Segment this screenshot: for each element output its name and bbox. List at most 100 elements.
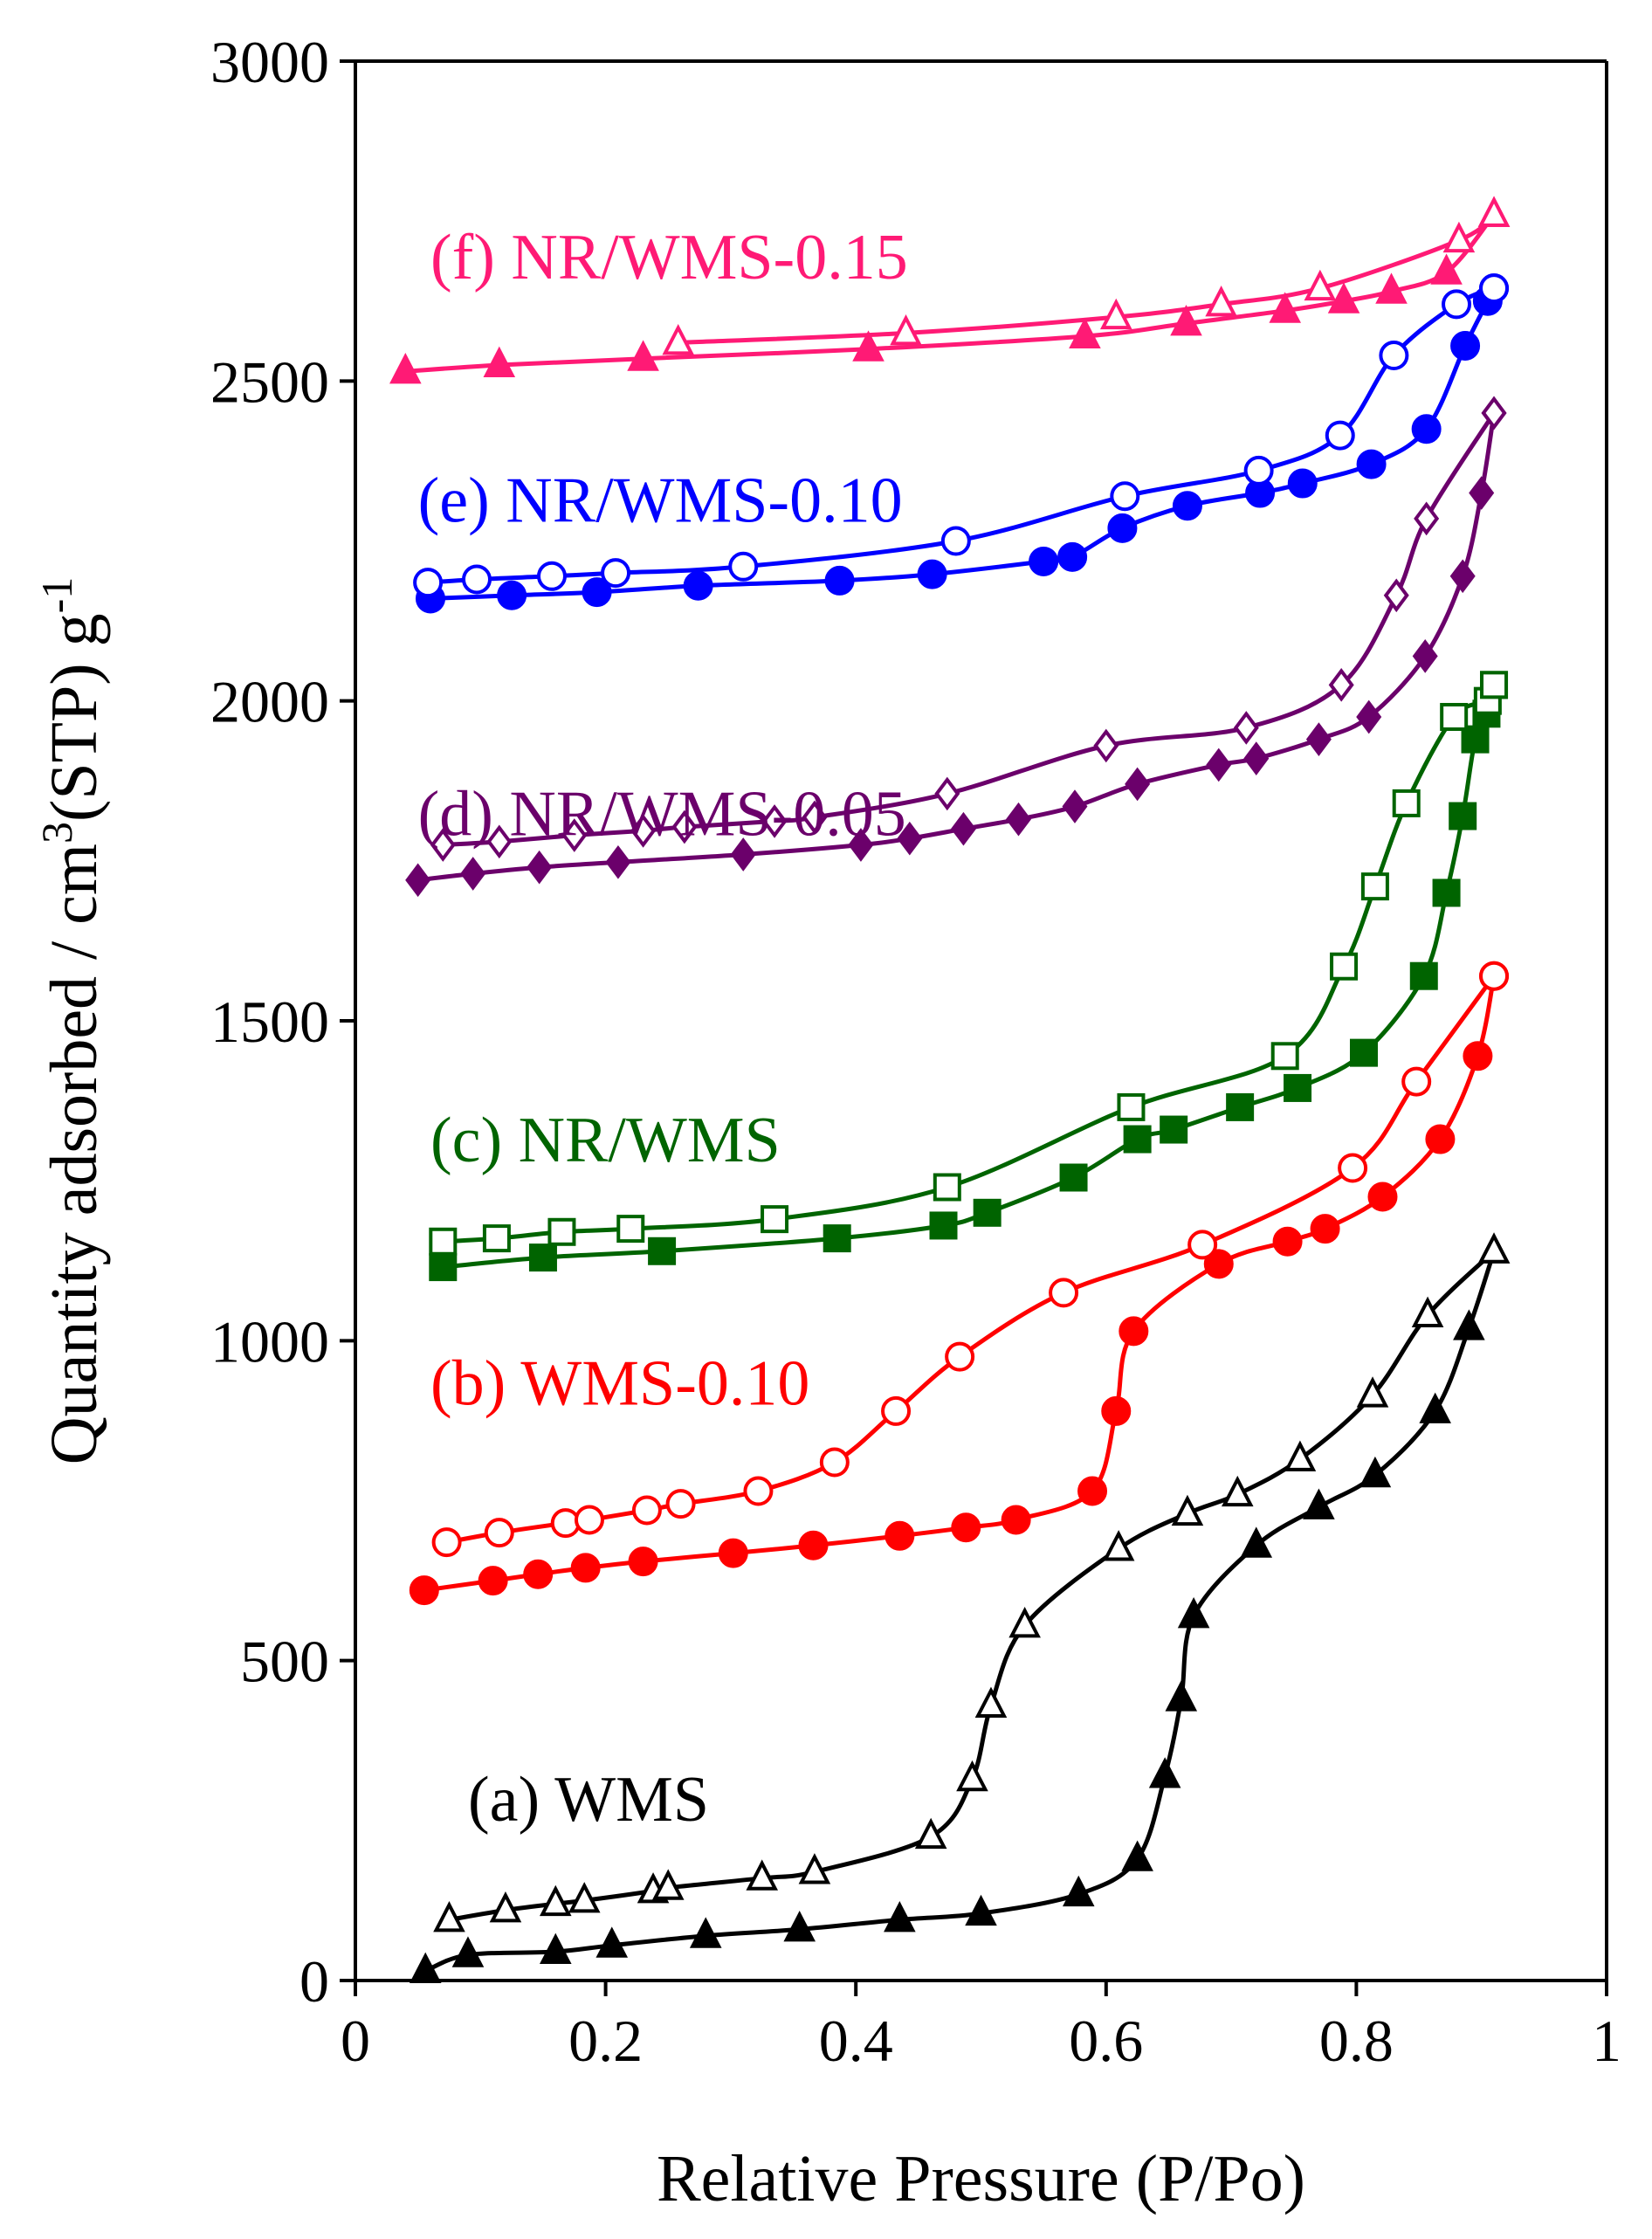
desorption-point bbox=[1008, 1607, 1041, 1638]
x-tick-label: 0.4 bbox=[819, 2008, 893, 2074]
desorption-point bbox=[462, 564, 492, 595]
desorption-point bbox=[430, 828, 456, 862]
desorption-point bbox=[1171, 1494, 1204, 1526]
desorption-point bbox=[568, 1882, 601, 1913]
y-tick-label: 2500 bbox=[210, 348, 329, 415]
desorption-point bbox=[630, 814, 657, 848]
series-3 bbox=[429, 671, 1509, 1282]
y-axis-title-sup1: 3 bbox=[32, 822, 81, 844]
series-1 bbox=[409, 1232, 1511, 1984]
adsorption-point bbox=[1177, 1597, 1210, 1629]
desorption-point bbox=[484, 1518, 514, 1548]
desorption-point bbox=[536, 561, 567, 591]
y-tick-label: 0 bbox=[299, 1948, 329, 2015]
desorption-point bbox=[1325, 420, 1355, 451]
adsorption-point bbox=[683, 570, 713, 601]
y-axis-title: Quantity adsorbed / cm3(STP) g-1 bbox=[32, 577, 111, 1465]
desorption-point bbox=[429, 1227, 458, 1256]
adsorption-point bbox=[1453, 1309, 1485, 1340]
desorption-point bbox=[1360, 872, 1389, 901]
series-label: (f) NR/WMS-0.15 bbox=[430, 222, 908, 293]
desorption-point bbox=[1440, 702, 1469, 731]
adsorption-point bbox=[1101, 1395, 1132, 1426]
x-axis-title: Relative Pressure (P/Po) bbox=[657, 2142, 1305, 2215]
adsorption-point bbox=[1411, 414, 1442, 444]
adsorption-point bbox=[1160, 1115, 1188, 1144]
adsorption-point bbox=[1469, 476, 1495, 510]
adsorption-point bbox=[627, 340, 659, 371]
adsorption-point bbox=[1284, 1073, 1312, 1102]
adsorption-point bbox=[1125, 767, 1151, 802]
adsorption-point bbox=[595, 1926, 629, 1958]
x-tick-label: 1 bbox=[1592, 2008, 1621, 2074]
x-tick-label: 0.6 bbox=[1069, 2008, 1143, 2074]
adsorption-point bbox=[973, 1198, 1002, 1227]
desorption-point bbox=[413, 568, 444, 598]
series-2 bbox=[409, 961, 1510, 1606]
desorption-point bbox=[1284, 1440, 1317, 1471]
desorption-point bbox=[1383, 578, 1409, 613]
adsorption-point bbox=[497, 580, 527, 610]
adsorption-point bbox=[1450, 331, 1481, 362]
desorption-point bbox=[819, 1447, 850, 1478]
adsorption-point bbox=[718, 1538, 748, 1568]
adsorption-point bbox=[1005, 802, 1031, 837]
desorption-point bbox=[743, 1476, 774, 1506]
desorption-point bbox=[1110, 481, 1140, 512]
desorption-point bbox=[1480, 671, 1509, 699]
desorption-point bbox=[1442, 289, 1472, 320]
adsorption-point bbox=[1412, 639, 1438, 673]
adsorption-point bbox=[1449, 559, 1476, 594]
adsorption-point bbox=[1029, 546, 1059, 576]
y-axis-title-sup2: -1 bbox=[32, 577, 81, 614]
series-label: (b) WMS-0.10 bbox=[430, 1348, 809, 1420]
desorption-point bbox=[1479, 961, 1510, 991]
adsorption-point bbox=[409, 1575, 439, 1606]
desorption-point bbox=[1102, 1530, 1135, 1561]
adsorption-point bbox=[1069, 317, 1101, 349]
axes: 0 500 1000 1500 2000 2500 3000 0 0.2 0.4 0.6 0.8 1 bbox=[210, 29, 1621, 2074]
desorption-point bbox=[631, 1495, 662, 1526]
adsorption-point bbox=[1359, 1456, 1392, 1488]
desorption-point bbox=[881, 1395, 912, 1426]
desorption-point bbox=[1477, 1232, 1511, 1264]
adsorption-point bbox=[1123, 1125, 1152, 1154]
desorption-point bbox=[601, 558, 631, 589]
y-tick-label: 2000 bbox=[210, 669, 329, 735]
desorption-point bbox=[940, 526, 971, 556]
adsorption-point bbox=[1356, 699, 1382, 734]
desorption-point bbox=[934, 776, 960, 811]
desorption-point bbox=[802, 800, 828, 835]
desorption-point bbox=[431, 1527, 462, 1558]
adsorption-point bbox=[1062, 1875, 1095, 1907]
adsorption-point bbox=[689, 1917, 722, 1948]
adsorption-point bbox=[884, 1901, 916, 1932]
desorption-point bbox=[665, 1489, 696, 1519]
adsorption-point bbox=[824, 565, 855, 596]
desorption-point bbox=[1221, 1475, 1254, 1507]
desorption-point bbox=[1356, 1376, 1389, 1408]
desorption-point bbox=[662, 324, 695, 355]
adsorption-point bbox=[1240, 1526, 1273, 1558]
adsorption-point bbox=[1356, 449, 1387, 479]
desorption-point bbox=[1392, 789, 1421, 817]
desorption-point bbox=[746, 1859, 779, 1891]
adsorption-point bbox=[628, 1547, 658, 1577]
adsorption-point bbox=[1243, 741, 1270, 775]
adsorption-point bbox=[897, 821, 923, 856]
adsorption-point bbox=[648, 1237, 677, 1265]
adsorption-point bbox=[783, 1911, 816, 1942]
adsorption-point bbox=[1367, 1182, 1398, 1212]
adsorption-point bbox=[1119, 1316, 1149, 1347]
series-4 bbox=[405, 396, 1507, 898]
adsorption-point bbox=[1425, 1124, 1456, 1154]
desorption-point bbox=[1117, 1092, 1146, 1121]
adsorption-point bbox=[1062, 789, 1088, 823]
adsorption-point bbox=[1226, 1092, 1255, 1121]
desorption-point bbox=[1093, 728, 1119, 763]
adsorption-point bbox=[1287, 468, 1318, 499]
y-tick-label: 3000 bbox=[210, 29, 329, 95]
adsorption-point bbox=[1430, 253, 1463, 285]
